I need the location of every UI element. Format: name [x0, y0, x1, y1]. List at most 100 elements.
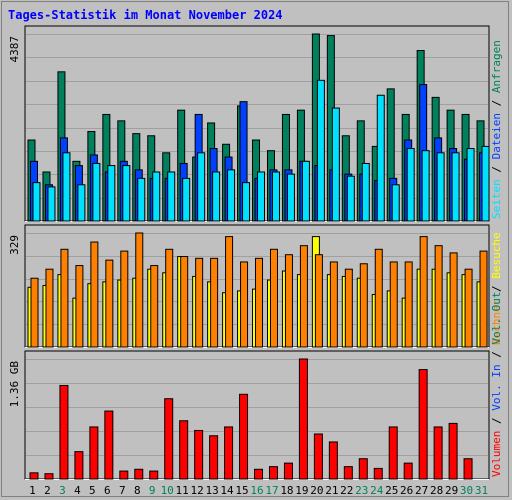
volumen-bar — [134, 468, 144, 480]
rechner-bar — [165, 248, 174, 348]
volumen-bar — [418, 369, 428, 480]
day-tick-label: 26 — [400, 484, 413, 497]
seiten-bar — [346, 175, 355, 222]
day-tick-label: 7 — [119, 484, 126, 497]
rechner-bar — [180, 256, 189, 348]
seiten-bar — [92, 162, 101, 222]
volumen-bar — [239, 393, 249, 480]
legend-entry: / — [490, 159, 503, 179]
seiten-bar — [227, 169, 236, 222]
day-tick-label: 28 — [430, 484, 443, 497]
day-tick-label: 8 — [134, 484, 141, 497]
volumen-bar — [268, 466, 278, 480]
seiten-bar — [242, 182, 251, 222]
volumen-bar — [463, 458, 473, 480]
volumen-bar — [433, 426, 443, 480]
seiten-bar — [77, 184, 86, 222]
seiten-bar — [197, 152, 206, 222]
rechner-bar — [90, 241, 99, 348]
day-tick-label: 29 — [445, 484, 458, 497]
panel-bottom — [24, 350, 490, 480]
volumen-bar — [224, 426, 234, 480]
rechner-bar — [344, 268, 353, 348]
volumen-bar — [29, 472, 39, 480]
seiten-bar — [421, 150, 430, 222]
rechner-bar — [464, 268, 473, 348]
volumen-bar — [149, 470, 159, 480]
day-tick-label: 31 — [475, 484, 488, 497]
day-tick-label: 13 — [205, 484, 218, 497]
day-tick-label: 10 — [161, 484, 174, 497]
rechner-bar — [225, 236, 234, 348]
volumen-bar — [328, 441, 338, 480]
rechner-bar — [269, 248, 278, 348]
rechner-bar — [75, 265, 84, 348]
panel-bottom-max-label: 1.36 GB — [8, 361, 21, 408]
day-tick-label: 15 — [235, 484, 248, 497]
seiten-bar — [167, 171, 176, 222]
rechner-bar — [299, 245, 308, 348]
seiten-bar — [391, 184, 400, 222]
rechner-bar — [45, 268, 54, 348]
volumen-bar — [313, 433, 323, 480]
day-tick-label: 6 — [104, 484, 111, 497]
day-tick-label: 20 — [310, 484, 323, 497]
rechner-bar — [404, 261, 413, 348]
day-tick-label: 5 — [89, 484, 96, 497]
panel-middle-legend: Rechner / Besuche — [490, 232, 503, 345]
day-tick-label: 21 — [325, 484, 338, 497]
rechner-bar — [284, 254, 293, 348]
day-tick-label: 16 — [250, 484, 263, 497]
rechner-bar — [479, 250, 488, 348]
seiten-bar — [406, 148, 415, 222]
rechner-bar — [359, 263, 368, 348]
rechner-bar — [120, 250, 129, 348]
legend-entry: / — [490, 411, 503, 431]
volumen-bar — [373, 467, 383, 480]
rechner-bar — [329, 261, 338, 348]
volumen-bar — [164, 398, 174, 480]
volumen-bar — [89, 426, 99, 480]
volumen-bar — [343, 466, 353, 480]
seiten-bar — [137, 177, 146, 222]
volumen-bar — [74, 451, 84, 480]
rechner-bar — [389, 261, 398, 348]
legend-entry: Besuche — [490, 232, 503, 278]
day-tick-label: 4 — [74, 484, 81, 497]
seiten-bar — [286, 173, 295, 222]
volumen-bar — [119, 470, 129, 480]
rechner-bar — [240, 261, 249, 348]
panel-bottom-background — [24, 350, 490, 480]
legend-entry: Rechner — [490, 298, 503, 345]
panel-middle-max-label: 329 — [8, 235, 21, 255]
volumen-bar — [59, 384, 69, 480]
rechner-bar — [195, 257, 204, 348]
day-tick-label: 18 — [280, 484, 293, 497]
seiten-bar — [107, 165, 116, 222]
seiten-bar — [436, 152, 445, 222]
rechner-bar — [150, 265, 159, 348]
seiten-bar — [152, 171, 161, 222]
seiten-bar — [481, 145, 490, 222]
legend-entry: / — [490, 345, 503, 365]
volumen-bar — [44, 473, 54, 480]
day-tick-label: 19 — [295, 484, 308, 497]
volumen-bar — [254, 468, 264, 480]
day-tick-label: 14 — [220, 484, 234, 497]
day-tick-label: 12 — [191, 484, 204, 497]
volumen-bar — [298, 358, 308, 480]
seiten-bar — [257, 171, 266, 222]
seiten-bar — [32, 182, 41, 222]
rechner-bar — [449, 252, 458, 348]
seiten-bar — [376, 94, 385, 222]
seiten-bar — [331, 107, 340, 222]
panel-top-max-label: 4387 — [8, 36, 21, 63]
rechner-bar — [30, 277, 39, 348]
volumen-bar — [283, 462, 293, 480]
day-tick-label: 3 — [59, 484, 66, 497]
day-tick-label: 24 — [370, 484, 384, 497]
rechner-bar — [60, 248, 69, 348]
volumen-bar — [209, 435, 219, 480]
day-tick-label: 30 — [460, 484, 473, 497]
